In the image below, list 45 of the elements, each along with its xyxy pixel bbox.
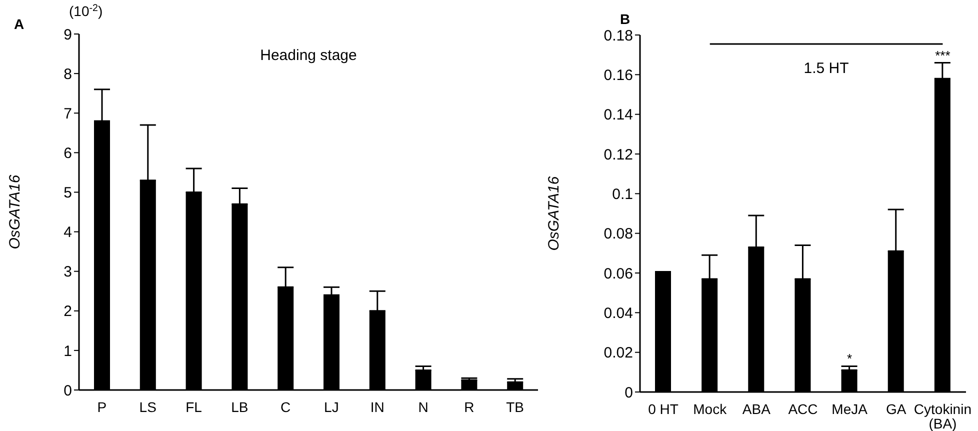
annotation: * (847, 351, 852, 366)
text: (10$^{-2}$) (69, 2, 103, 19)
annotation: 1.5 HT (804, 60, 849, 77)
y-tick-label: 0.18 (604, 27, 633, 44)
y-tick-label: 8 (64, 66, 72, 83)
y-tick-label: 0 (64, 382, 72, 400)
y-tick-label: 1 (64, 342, 72, 360)
x-tick-label: ACC (788, 401, 818, 417)
y-tick-label: 5 (64, 184, 72, 202)
x-tick-label: R (464, 399, 474, 415)
annotation: *** (935, 48, 950, 63)
y-axis-title: OsGATA16 (6, 174, 24, 250)
y-tick-label: 0.12 (604, 146, 633, 164)
y-tick-label: 2 (64, 303, 72, 320)
y-tick-label: 0 (624, 384, 633, 402)
y-tick-label: 7 (64, 105, 72, 122)
x-tick-label: LS (139, 399, 156, 415)
x-tick-label: FL (186, 399, 202, 415)
y-tick-label: 0.08 (604, 226, 633, 243)
x-tick-label: GA (886, 401, 907, 417)
x-tick-label: IN (370, 399, 384, 415)
y-tick-label: 0.1 (612, 186, 633, 203)
chart-title: A (14, 16, 24, 32)
chart-title: B (620, 11, 630, 27)
x-tick-label: Mock (693, 401, 728, 417)
y-tick-label: 3 (64, 264, 72, 281)
x-tick-label: C (280, 399, 291, 415)
y-tick-label: 9 (64, 26, 72, 44)
text: Heading stage (260, 47, 357, 64)
y-tick-label: 0.02 (604, 344, 633, 362)
y-tick-label: 0.04 (604, 304, 633, 322)
y-tick-label: 4 (64, 224, 72, 242)
y-tick-label: 0.06 (604, 265, 633, 282)
x-tick-label: ABA (742, 401, 772, 417)
y-tick-label: 0.14 (604, 106, 633, 124)
x-tick-label: MeJA (832, 401, 868, 417)
x-tick-label: LB (231, 399, 248, 415)
y-axis-title: OsGATA16 (545, 176, 562, 251)
x-tick-label: P (97, 399, 107, 415)
x-tick-label: N (418, 399, 428, 415)
x-tick-label: 0 HT (648, 401, 679, 417)
y-tick-label: 6 (64, 144, 72, 162)
x-tick-label: LJ (324, 399, 339, 415)
x-tick-label: TB (506, 399, 524, 415)
y-tick-label: 0.16 (604, 66, 633, 84)
